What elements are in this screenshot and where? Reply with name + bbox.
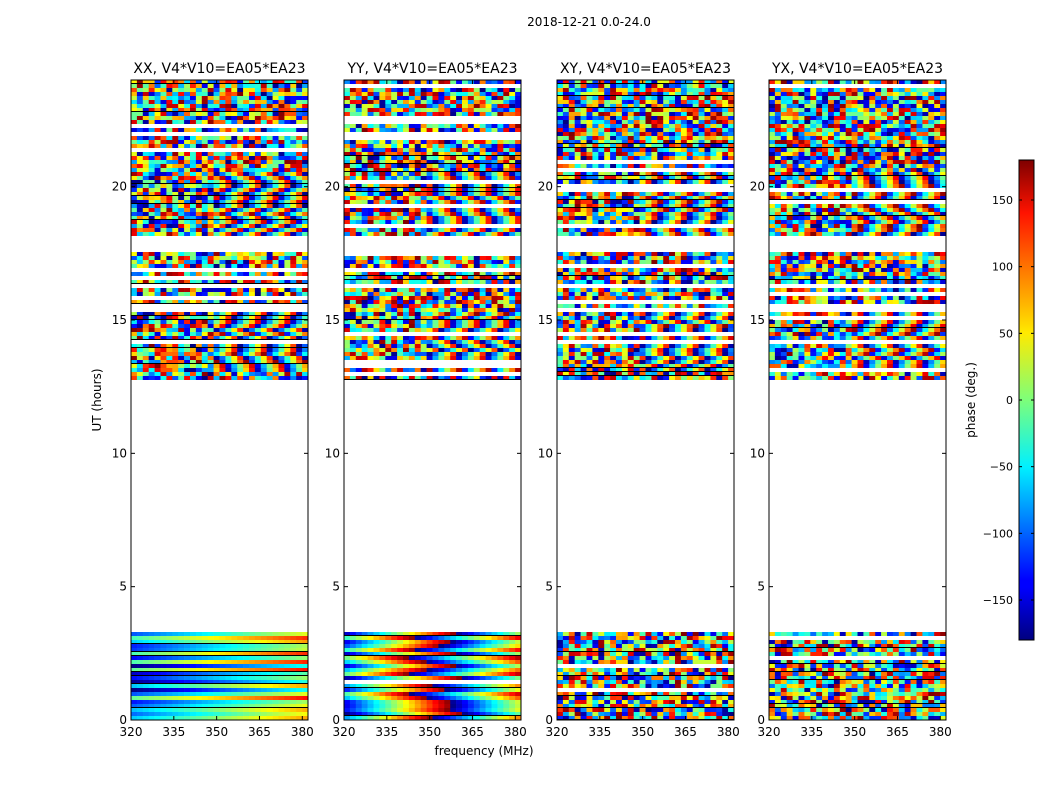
x-tick-label: 335 (375, 725, 398, 739)
y-tick-label: 15 (112, 313, 127, 327)
panel-frame (343, 79, 522, 721)
x-tick-label: 380 (929, 725, 952, 739)
panel-xx: XX, V4*V10=EA05*EA23 320 335 350 365 380 0 5 10 1… (112, 61, 314, 739)
x-axis-label: frequency (MHz) (434, 744, 533, 758)
x-tick-label: 350 (631, 725, 654, 739)
panel-title: YY, V4*V10=EA05*EA23 (346, 61, 517, 77)
panel-title: YX, V4*V10=EA05*EA23 (771, 61, 943, 77)
y-tick-label: 15 (750, 313, 765, 327)
colorbar-tick-label: 0 (1006, 394, 1013, 407)
x-tick-label: 320 (333, 725, 356, 739)
x-tick-label: 380 (291, 725, 314, 739)
x-tick-label: 350 (418, 725, 441, 739)
y-tick-label: 0 (119, 713, 127, 727)
x-tick-label: 365 (886, 725, 909, 739)
x-tick-label: 380 (717, 725, 740, 739)
y-tick-label: 10 (112, 446, 127, 460)
y-axis-label: UT (hours) (90, 368, 104, 431)
y-tick-label: 20 (112, 180, 127, 194)
y-tick-label: 5 (757, 580, 765, 594)
colorbar-label: phase (deg.) (964, 362, 978, 438)
phase-waterfall (557, 80, 734, 720)
y-tick-label: 15 (538, 313, 553, 327)
x-tick-label: 350 (205, 725, 228, 739)
y-tick-label: 15 (325, 313, 340, 327)
x-tick-label: 320 (120, 725, 143, 739)
x-tick-label: 380 (504, 725, 527, 739)
y-tick-label: 5 (545, 580, 553, 594)
panel-xy: XY, V4*V10=EA05*EA23 320 335 350 365 380 0 5 10 1… (538, 61, 740, 739)
figure-title: 2018-12-21 0.0-24.0 (527, 15, 651, 29)
x-tick-label: 320 (758, 725, 781, 739)
panel-title: XX, V4*V10=EA05*EA23 (133, 61, 305, 77)
phase-waterfall (769, 80, 946, 720)
y-tick-label: 10 (325, 446, 340, 460)
x-tick-label: 350 (843, 725, 866, 739)
x-tick-label: 335 (162, 725, 185, 739)
y-tick-label: 0 (545, 713, 553, 727)
panel-frame (768, 79, 947, 721)
panel-frame (130, 79, 309, 721)
colorbar-tick-label: 50 (999, 327, 1013, 340)
panel-yx: YX, V4*V10=EA05*EA23 320 335 350 365 380 0 5 10 1… (750, 61, 952, 739)
x-tick-label: 365 (674, 725, 697, 739)
phase-waterfall (131, 80, 308, 720)
y-tick-label: 5 (119, 580, 127, 594)
colorbar-tick-label: 150 (992, 194, 1013, 207)
colorbar-tick-label: −50 (990, 461, 1013, 474)
panel-frame (556, 79, 735, 721)
colorbar-tick-label: −100 (983, 527, 1013, 540)
y-tick-label: 0 (332, 713, 340, 727)
y-tick-label: 0 (757, 713, 765, 727)
x-tick-label: 335 (800, 725, 823, 739)
panel-title: XY, V4*V10=EA05*EA23 (560, 61, 731, 77)
y-tick-label: 10 (750, 446, 765, 460)
y-tick-label: 20 (325, 180, 340, 194)
x-tick-label: 365 (248, 725, 271, 739)
colorbar-tick-label: 100 (992, 261, 1013, 274)
x-tick-label: 320 (546, 725, 569, 739)
y-tick-label: 5 (332, 580, 340, 594)
colorbar: 150 100 50 0 −50 −100 −150 (983, 159, 1035, 641)
phase-waterfall (344, 80, 521, 720)
panel-yy: YY, V4*V10=EA05*EA23 320 335 350 365 380 0 5 10 1… (325, 61, 527, 739)
colorbar-tick-label: −150 (983, 594, 1013, 607)
x-tick-label: 365 (461, 725, 484, 739)
y-tick-label: 20 (538, 180, 553, 194)
y-tick-label: 20 (750, 180, 765, 194)
x-tick-label: 335 (588, 725, 611, 739)
y-tick-label: 10 (538, 446, 553, 460)
